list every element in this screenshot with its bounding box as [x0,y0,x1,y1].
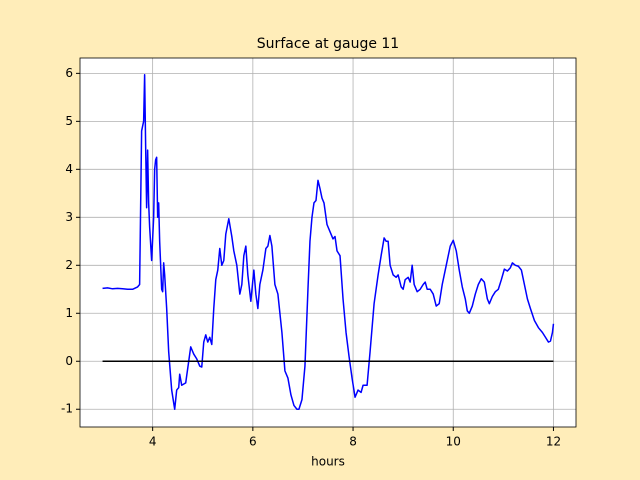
plot-area [80,58,576,427]
x-tick-label: 4 [149,435,157,449]
x-tick-label: 6 [249,435,257,449]
series-line [102,74,555,410]
y-tick-label: 4 [65,162,73,176]
x-tick-label: 8 [349,435,357,449]
y-tick-label: -1 [61,402,73,416]
y-tick-label: 3 [65,210,73,224]
x-tick-label: 12 [546,435,561,449]
y-tick-label: 6 [65,66,73,80]
axes-frame [79,57,577,428]
y-tick-label: 0 [65,354,73,368]
x-tick-label: 10 [446,435,461,449]
x-axis-label: hours [311,455,345,469]
chart-title: Surface at gauge 11 [257,36,399,52]
y-tick-label: 1 [65,306,73,320]
y-tick-label: 2 [65,258,73,272]
y-tick-label: 5 [65,114,73,128]
